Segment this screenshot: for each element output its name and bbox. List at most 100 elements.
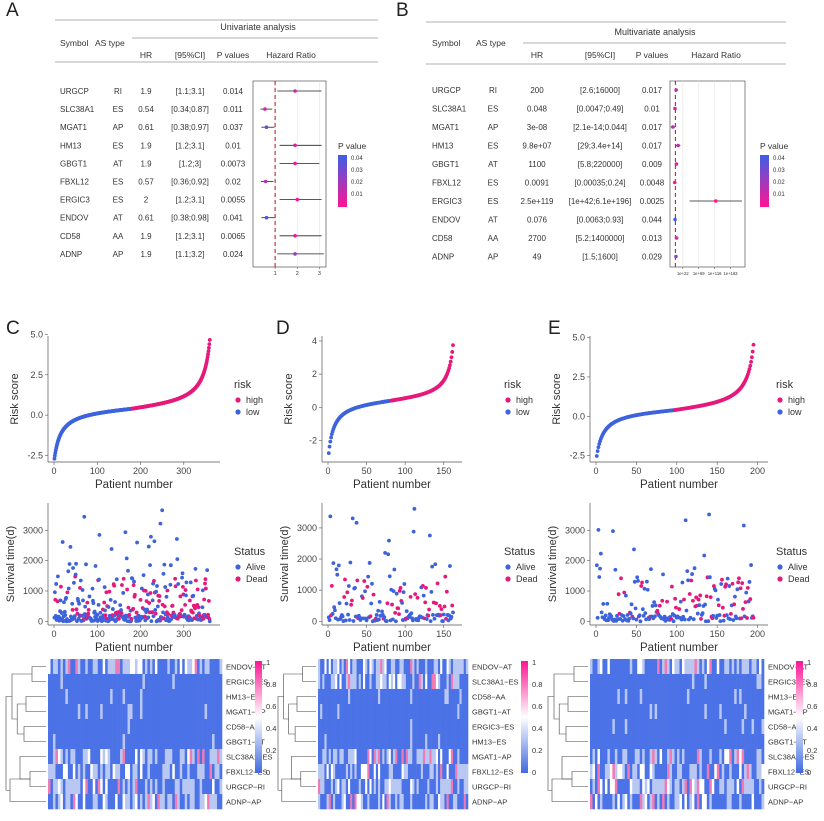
heatmap-cell	[405, 779, 409, 795]
heatmap-cell	[754, 764, 757, 780]
heatmap-cell	[746, 764, 750, 780]
status-legend-alive-swatch	[505, 564, 511, 570]
heatmap-cell	[442, 794, 445, 810]
heatmap-cell	[217, 734, 220, 750]
survival-point-dead	[691, 598, 695, 603]
survival-point-alive	[354, 520, 359, 525]
heatmap-cell	[696, 719, 700, 735]
heatmap-cell	[339, 734, 342, 750]
heatmap-cell	[70, 764, 74, 780]
heatmap-cell	[335, 719, 338, 735]
heatmap-cell	[664, 704, 668, 720]
heatmap-cell	[382, 689, 385, 705]
heatmap-cell	[429, 719, 432, 735]
heatmap-cell	[741, 674, 745, 690]
heatmap-cell	[378, 764, 381, 780]
heatmap-cell	[348, 659, 351, 675]
heatmap-cell	[167, 764, 171, 780]
heatmap-cell	[177, 794, 181, 810]
survival-point-alive	[412, 506, 417, 511]
heatmap-cell	[318, 749, 321, 765]
heatmap-cell	[446, 749, 450, 765]
heatmap-cell	[590, 764, 593, 780]
survival-point-alive	[76, 616, 81, 621]
heatmap-cell	[721, 734, 725, 750]
heatmap-cell	[597, 659, 601, 675]
heatmap-cell	[446, 659, 450, 675]
survival-point-dead	[665, 599, 669, 604]
heatmap-cell	[457, 719, 460, 735]
survival-point-dead	[669, 616, 674, 621]
heatmap-cell	[701, 749, 705, 765]
survival-point-alive	[151, 614, 156, 619]
heatmap-cell	[380, 734, 383, 750]
heatmap-cell	[664, 719, 668, 735]
heatmap-cell	[614, 689, 618, 705]
heatmap-cell	[739, 719, 742, 735]
heatmap-cell	[105, 674, 108, 690]
heatmap-cell	[184, 764, 188, 780]
heatmap-cell	[187, 689, 190, 705]
heatmap-cell	[614, 794, 618, 810]
risk-point-high	[207, 345, 211, 350]
heatmap-cell	[365, 704, 368, 720]
heatmap-cell	[711, 779, 715, 795]
hr-point	[674, 88, 678, 92]
heatmap-cell	[433, 749, 437, 765]
heatmap-cell	[736, 779, 740, 795]
heatmap-cell	[164, 659, 168, 675]
heatmap-cell	[706, 674, 710, 690]
survival-point-dead	[739, 616, 744, 621]
heatmap-cell	[167, 674, 171, 690]
heatmap-cell	[189, 794, 193, 810]
heatmap-cell	[659, 704, 663, 720]
heatmap-cell	[352, 764, 355, 780]
heatmap-cell	[726, 764, 730, 780]
heatmap-cell	[444, 674, 447, 690]
heatmap-cell	[207, 704, 210, 720]
heatmap-cell	[654, 749, 658, 765]
heatmap-cell	[684, 764, 688, 780]
heatmap-cell	[127, 764, 131, 780]
survival-point-dead	[371, 592, 376, 597]
heatmap-cell	[751, 779, 755, 795]
heatmap-cell	[709, 779, 713, 795]
heatmap-cell	[189, 749, 193, 765]
heatmap-cell	[358, 659, 362, 675]
heatmap-cell	[167, 749, 171, 765]
heatmap-cell	[634, 764, 638, 780]
heatmap-cell	[363, 779, 366, 795]
heatmap-cell	[363, 689, 366, 705]
heatmap-cell	[144, 734, 148, 750]
heatmap-cell	[117, 749, 121, 765]
heatmap-cell	[465, 794, 469, 810]
heatmap-cell	[654, 764, 658, 780]
heatmap-cell	[48, 734, 51, 750]
survival-point-dead	[616, 592, 621, 597]
heatmap-cell	[162, 734, 166, 750]
heatmap-cell	[609, 704, 613, 720]
heatmap-cell	[729, 719, 732, 735]
heatmap-cell	[378, 779, 381, 795]
heatmap-cell	[681, 704, 685, 720]
heatmap-cell	[739, 689, 742, 705]
heatmap-cell	[457, 734, 460, 750]
row-p-value: 0.0025	[640, 197, 665, 206]
heatmap-cell	[652, 749, 655, 765]
heatmap-cell	[420, 719, 424, 735]
col-header-ci: [95%CI]	[175, 50, 205, 60]
heatmap-cell	[590, 704, 593, 720]
heatmap-cell	[701, 689, 705, 705]
heatmap-cell	[741, 719, 745, 735]
heatmap-cell	[95, 659, 99, 675]
heatmap-cell	[162, 794, 166, 810]
heatmap-cell	[754, 779, 757, 795]
survival-point-dead	[439, 607, 444, 612]
heatmap-cell	[729, 689, 732, 705]
heatmap-cell	[199, 704, 203, 720]
heatmap-cell	[597, 704, 601, 720]
survival-point-alive	[678, 599, 683, 604]
heatmap-cell	[157, 794, 161, 810]
row-symbol: FBXL12	[432, 179, 461, 188]
